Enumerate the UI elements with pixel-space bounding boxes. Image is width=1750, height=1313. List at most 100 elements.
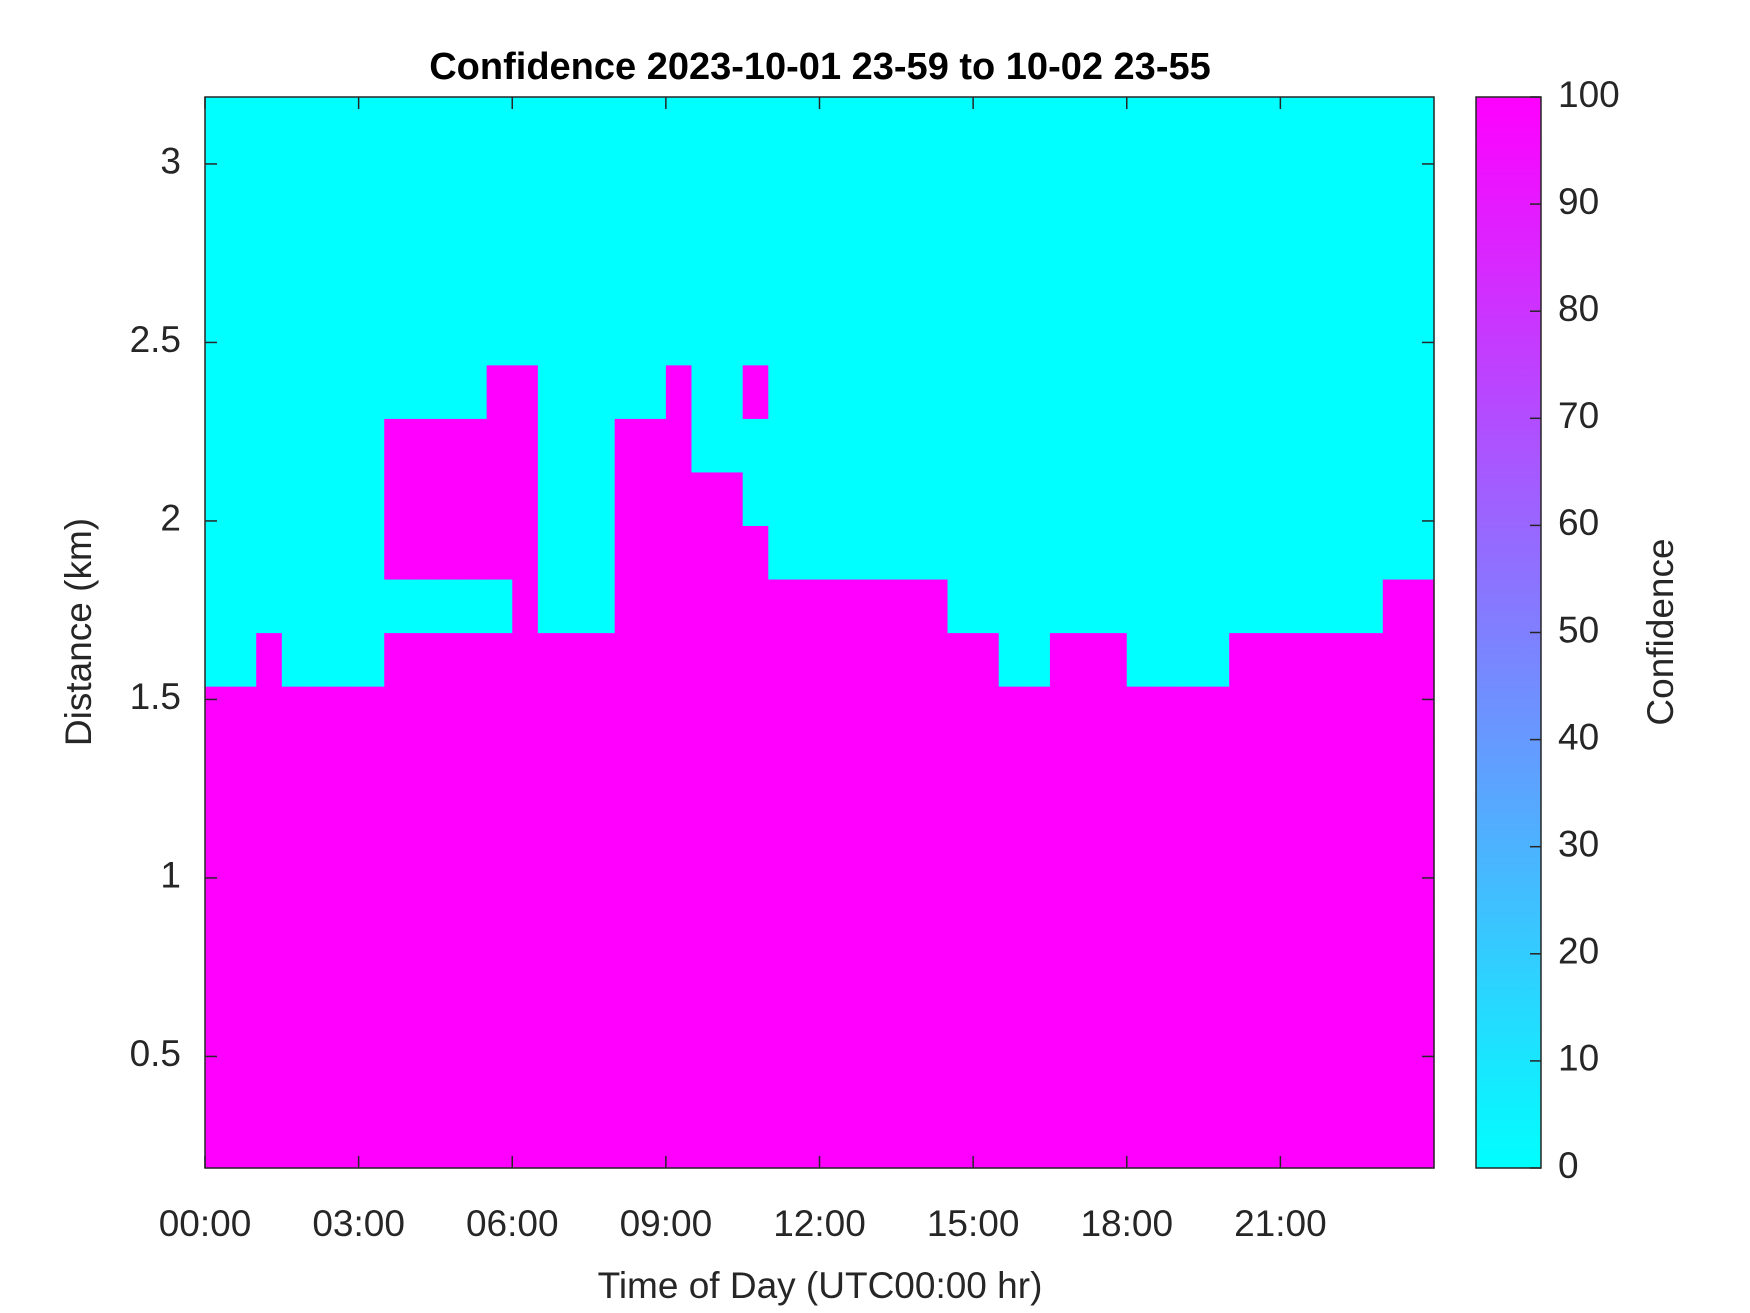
cell — [409, 471, 437, 526]
cell — [921, 686, 949, 741]
cell — [281, 1060, 309, 1116]
cell — [435, 257, 462, 312]
cell — [742, 471, 769, 526]
cell — [1177, 793, 1205, 848]
cell — [768, 686, 795, 741]
cell — [256, 418, 283, 473]
cell — [1075, 953, 1102, 1008]
cell — [1382, 578, 1409, 634]
cell — [896, 686, 923, 741]
cell — [793, 364, 821, 419]
cell — [1254, 846, 1281, 901]
cell — [1075, 525, 1102, 580]
cell — [793, 632, 821, 687]
cell — [512, 418, 539, 473]
cell — [409, 953, 437, 1008]
cell — [845, 1007, 872, 1062]
cell — [845, 525, 872, 580]
cell — [230, 204, 257, 259]
cell — [742, 257, 769, 312]
cell — [998, 1114, 1025, 1169]
cell — [307, 525, 334, 580]
cell — [1075, 257, 1102, 312]
cell — [1075, 311, 1102, 366]
colorbar-tick-label: 50 — [1558, 609, 1599, 650]
cell — [1382, 686, 1409, 741]
cell — [768, 204, 795, 259]
cell — [1331, 204, 1358, 259]
cell — [998, 204, 1025, 259]
cell — [1254, 364, 1281, 419]
cell — [384, 846, 411, 901]
cell — [1049, 257, 1077, 312]
cell — [1408, 525, 1435, 580]
cell — [1101, 1060, 1128, 1116]
cell — [665, 739, 693, 794]
cell — [486, 1114, 513, 1169]
cell — [614, 311, 641, 366]
cell — [537, 793, 565, 848]
cell — [1280, 257, 1307, 312]
cell — [921, 311, 949, 366]
cell — [486, 471, 513, 526]
cell — [486, 418, 513, 473]
cell — [870, 1007, 897, 1062]
cell — [1126, 1114, 1153, 1169]
cell — [1024, 418, 1051, 473]
cell — [512, 632, 539, 687]
cell — [819, 739, 846, 794]
cell — [281, 1007, 309, 1062]
cell — [358, 1060, 385, 1116]
cell — [717, 150, 744, 205]
cell — [1177, 257, 1205, 312]
cell — [1357, 1007, 1384, 1062]
cell — [793, 953, 821, 1008]
colorbar-tick-label: 0 — [1558, 1145, 1579, 1186]
cell — [768, 900, 795, 955]
cell — [717, 953, 744, 1008]
cell — [1254, 953, 1281, 1008]
cell — [563, 953, 590, 1008]
cell — [768, 953, 795, 1008]
cell — [1229, 1060, 1256, 1116]
cell — [1280, 364, 1307, 419]
cell — [512, 739, 539, 794]
cell — [1229, 204, 1256, 259]
cell — [614, 739, 641, 794]
cell — [998, 1060, 1025, 1116]
cell — [589, 793, 616, 848]
cell — [1075, 739, 1102, 794]
cell — [947, 900, 974, 955]
cell — [461, 578, 488, 634]
cell — [1280, 953, 1307, 1008]
cell — [333, 311, 360, 366]
cell — [1177, 311, 1205, 366]
cell — [947, 311, 974, 366]
cell — [307, 793, 334, 848]
cell — [640, 204, 667, 259]
cell — [1229, 364, 1256, 419]
cell — [1075, 578, 1102, 634]
cell — [307, 1114, 334, 1169]
cell — [1152, 1114, 1179, 1169]
cell — [1280, 97, 1307, 152]
cell — [230, 900, 257, 955]
cell — [1024, 686, 1051, 741]
cell — [1101, 364, 1128, 419]
cell — [614, 471, 641, 526]
cell — [870, 257, 897, 312]
cell — [1280, 846, 1307, 901]
cell — [486, 793, 513, 848]
cell — [512, 364, 539, 419]
cell — [1305, 953, 1333, 1008]
cell — [486, 311, 513, 366]
cell — [1049, 311, 1077, 366]
cell — [947, 846, 974, 901]
cell — [1305, 418, 1333, 473]
cell — [870, 1114, 897, 1169]
cell — [768, 364, 795, 419]
cell — [512, 471, 539, 526]
cell — [384, 953, 411, 1008]
cell — [486, 578, 513, 634]
cell — [537, 525, 565, 580]
